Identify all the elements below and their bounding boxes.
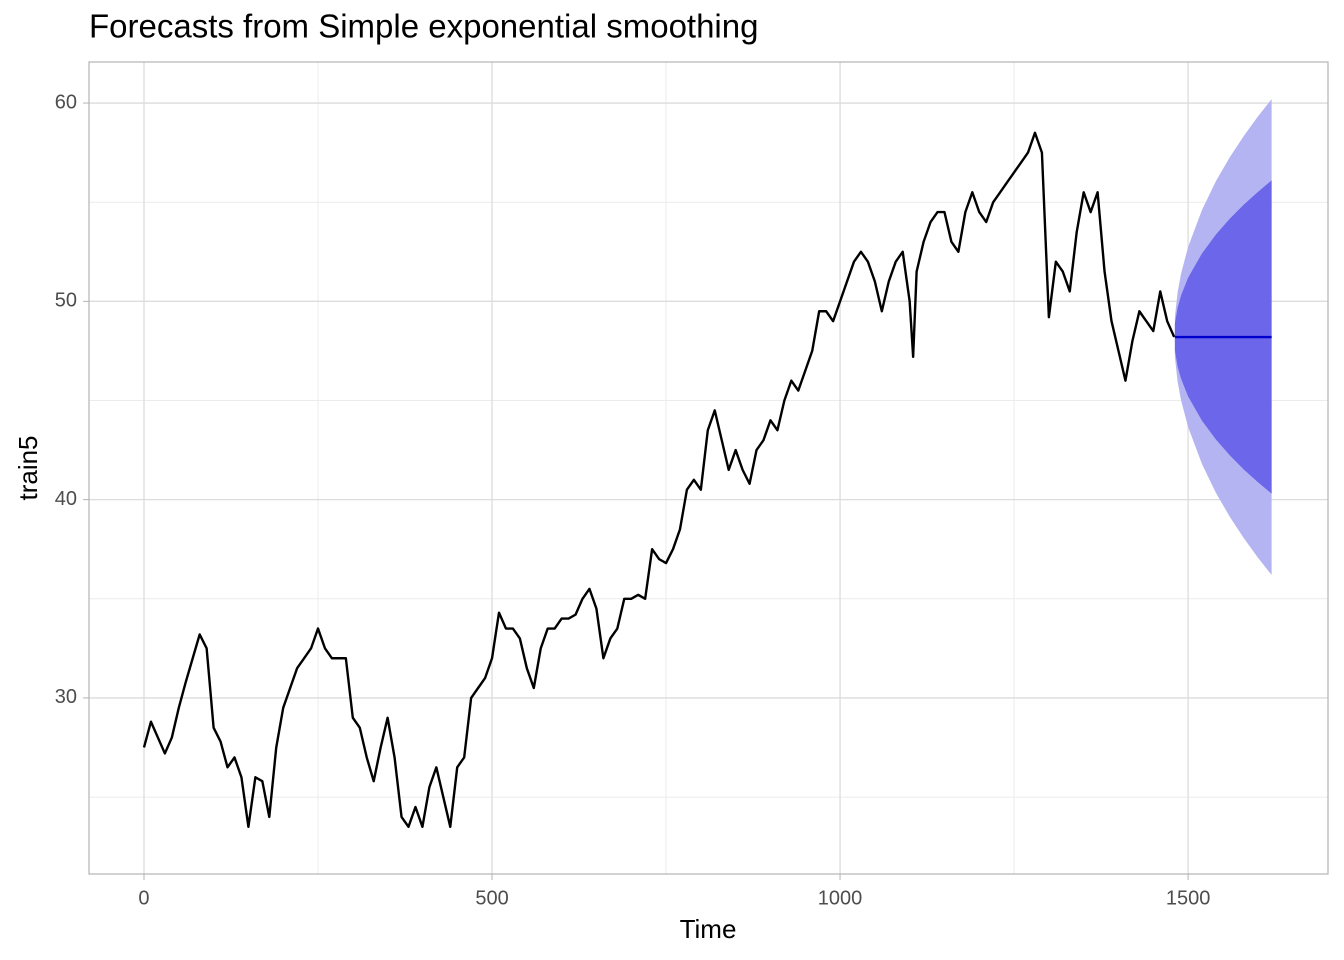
y-tick-label: 60 bbox=[55, 91, 77, 113]
series-line bbox=[142, 131, 1176, 829]
y-tick-label: 50 bbox=[55, 290, 77, 312]
x-tick-label: 500 bbox=[475, 887, 508, 909]
y-axis-title: train5 bbox=[13, 435, 43, 500]
x-tick-label: 1000 bbox=[818, 887, 863, 909]
grid bbox=[89, 62, 1328, 874]
y-tick-label: 40 bbox=[55, 488, 77, 510]
x-axis-title: Time bbox=[680, 914, 737, 944]
panel-border bbox=[88, 61, 1329, 875]
marks bbox=[142, 99, 1272, 829]
chart-title: Forecasts from Simple exponential smooth… bbox=[89, 8, 758, 45]
x-tick-label: 0 bbox=[138, 887, 149, 909]
y-tick-label: 30 bbox=[55, 686, 77, 708]
x-tick-label: 1500 bbox=[1166, 887, 1211, 909]
